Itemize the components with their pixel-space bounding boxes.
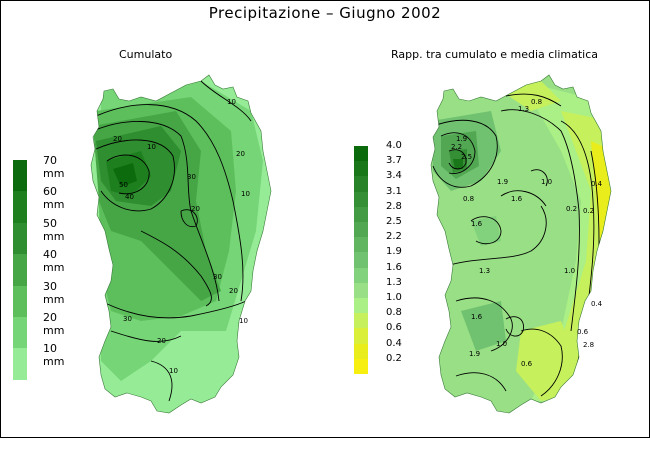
legend-label: 1.6 — [386, 261, 402, 273]
coastline-right — [430, 74, 612, 414]
legend-swatch — [354, 358, 368, 374]
contour-label: 2.5 — [461, 153, 472, 161]
contour-label: 20 — [229, 287, 238, 295]
legend-swatch — [354, 282, 368, 298]
legend-label: 30 mm — [43, 279, 65, 306]
contour-label: 0.4 — [591, 300, 603, 308]
contour-label: 0.8 — [463, 195, 474, 203]
legend-swatch — [354, 237, 368, 253]
legend-label: 1.0 — [386, 292, 402, 303]
contour-label: 20 — [157, 337, 166, 345]
coastline-left — [90, 74, 272, 414]
legend-label: 10 mm — [43, 342, 65, 369]
legend-swatch — [354, 176, 368, 192]
legend-swatch — [13, 317, 27, 349]
legend-label: 3.7 — [386, 155, 402, 167]
legend-swatch — [354, 313, 368, 329]
legend-swatch — [13, 191, 27, 223]
cumulato-map — [91, 75, 271, 413]
contour-label: 0.6 — [521, 360, 533, 368]
legend-label: 70 mm — [43, 154, 65, 180]
contour-label: 0.6 — [577, 328, 589, 336]
figure-frame: Precipitazione – Giugno 2002 Cumulato Ra… — [0, 0, 650, 438]
contour-label: 20 — [191, 205, 200, 213]
contour-label: 30 — [187, 173, 196, 181]
contour-label: 1.0 — [541, 178, 552, 186]
legend-label: 20 mm — [43, 311, 65, 337]
legend-label: 1.9 — [386, 246, 402, 258]
contour-label: 30 — [123, 315, 132, 323]
contour-labels-right: 0.8 1.3 1.9 2.5 2.2 1.9 1.6 1.0 0.4 0.2 … — [451, 98, 603, 368]
contour-label: 1.3 — [518, 105, 529, 113]
figure-title: Precipitazione – Giugno 2002 — [208, 4, 442, 22]
legend-label: 2.2 — [386, 231, 402, 243]
contour-label: 40 — [125, 193, 134, 201]
legend-swatch — [13, 348, 27, 380]
contours-right — [432, 93, 600, 397]
left-panel-title: Cumulato — [119, 48, 173, 61]
legend-swatch — [13, 285, 27, 317]
legend-swatch — [354, 298, 368, 314]
legend-label: 2.5 — [386, 216, 402, 227]
legend-label: 40 mm — [43, 248, 65, 275]
fill-3.7 — [453, 159, 463, 169]
legend-label: 4.0 — [386, 140, 402, 151]
legend-swatch — [354, 252, 368, 268]
contour-label: 10 — [241, 190, 250, 198]
legend-swatch — [354, 146, 368, 162]
contour-label: 30 — [213, 273, 222, 281]
contour-label: 0.4 — [591, 180, 603, 188]
fill-1.9-south — [461, 301, 506, 351]
legend-label: 3.1 — [386, 185, 402, 197]
legend-label: 0.6 — [386, 322, 402, 334]
contour-label: 1.6 — [471, 220, 483, 228]
legend-swatch — [13, 254, 27, 286]
contour-label: 1.6 — [511, 195, 523, 203]
map-canvas: 10 20 30 40 50 30 20 10 30 20 10 20 10 1… — [90, 74, 612, 414]
contour-label: 1.0 — [496, 340, 507, 348]
contour-label: 1.9 — [456, 135, 467, 143]
fill-south-0.8 — [516, 321, 576, 401]
legend-label: 50 mm — [43, 216, 65, 243]
legend-label: 60 mm — [43, 185, 65, 212]
legend-label: 0.4 — [386, 337, 402, 349]
contour-label: 1.3 — [479, 267, 490, 275]
contour-label: 1.9 — [497, 178, 508, 186]
legend-swatch — [354, 267, 368, 283]
contour-label: 2.8 — [583, 341, 594, 349]
right-panel-title: Rapp. tra cumulato e media climatica — [391, 48, 599, 61]
contour-label: 0.2 — [566, 205, 577, 213]
legend-swatch — [354, 161, 368, 177]
legend-label: 0.8 — [386, 307, 402, 319]
legend-swatch — [354, 206, 368, 222]
contour-label: 10 — [227, 98, 236, 106]
legend-label: 0.2 — [386, 352, 402, 364]
contour-labels-left: 10 20 30 40 50 30 20 10 30 20 10 20 10 1… — [113, 98, 250, 375]
fill-1.6 — [471, 216, 501, 246]
legend-swatch — [13, 160, 27, 192]
fill-70mm — [113, 163, 137, 187]
contour-label: 2.2 — [451, 143, 462, 151]
contour-label: 0.8 — [531, 98, 542, 106]
legend-swatch — [13, 222, 27, 255]
contour-label: 1.6 — [471, 313, 483, 321]
legend-swatch — [354, 328, 368, 344]
legend-label: 2.8 — [386, 200, 402, 212]
legend-label: 1.3 — [386, 276, 402, 288]
legend-swatch — [354, 222, 368, 238]
contour-label: 10 — [239, 317, 248, 325]
contour-label: 0.2 — [583, 207, 594, 215]
contours-left — [92, 80, 252, 402]
contour-label: 10 — [169, 367, 178, 375]
contour-label: 1.9 — [469, 350, 480, 358]
legend-swatch — [354, 343, 368, 359]
legend-swatch — [354, 191, 368, 207]
contour-label: 1.0 — [564, 267, 575, 275]
contour-label: 20 — [236, 150, 245, 158]
contour-label: 10 — [147, 143, 156, 151]
legend-label: 3.4 — [386, 170, 402, 182]
contour-label: 20 — [113, 135, 122, 143]
contour-label: 50 — [119, 181, 128, 189]
